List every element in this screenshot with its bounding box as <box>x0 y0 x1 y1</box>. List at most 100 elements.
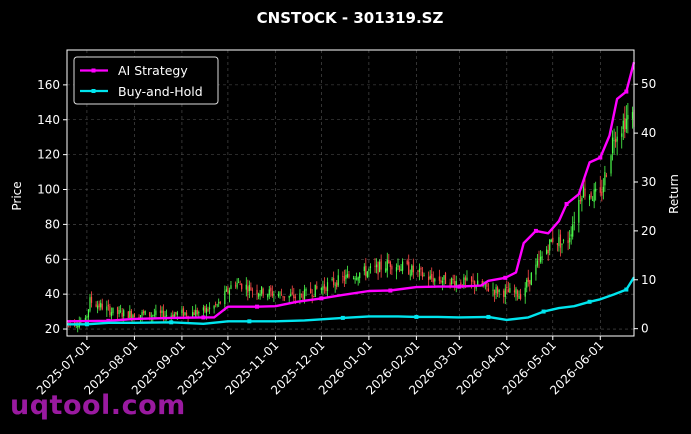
candle-body <box>345 275 347 280</box>
candle-body <box>582 186 585 198</box>
candle-body <box>552 237 554 242</box>
legend-bh-label: Buy-and-Hold <box>118 84 203 99</box>
candle-body <box>130 310 132 319</box>
candle-body <box>359 272 361 279</box>
y2-axis-label: Return <box>667 174 681 214</box>
candle-body <box>529 280 531 284</box>
candle-body <box>610 155 612 174</box>
candle-body <box>406 260 408 265</box>
candle-body <box>357 277 359 281</box>
y-tick-label: 80 <box>45 217 60 231</box>
legend-bh-marker <box>91 89 96 93</box>
candle-body <box>271 291 273 296</box>
candle-body <box>320 287 322 290</box>
candle-body <box>443 275 445 280</box>
candle-body <box>313 295 315 297</box>
candle-body <box>604 171 606 186</box>
candle-body <box>185 312 188 316</box>
candle-body <box>245 284 247 290</box>
candle-body <box>578 200 580 223</box>
candle-body <box>97 305 99 309</box>
series-marker <box>388 288 393 293</box>
candle-body <box>139 315 142 319</box>
candle-body <box>449 282 451 287</box>
y2-tick-label: 20 <box>641 224 656 238</box>
candle-body <box>454 280 456 287</box>
candle-body <box>150 315 152 317</box>
candle-body <box>225 289 227 292</box>
candle-body <box>77 325 79 327</box>
candle-body <box>486 281 488 287</box>
candle-body <box>236 282 238 288</box>
candle-body <box>497 287 499 294</box>
candle-body <box>493 290 496 295</box>
candle-body <box>441 280 444 283</box>
y2-tick-label: 30 <box>641 175 656 189</box>
candle-body <box>109 306 111 315</box>
candle-body <box>162 310 165 319</box>
candle-body <box>400 269 402 272</box>
candle-body <box>302 294 304 300</box>
candle-body <box>118 309 120 315</box>
candle-body <box>256 289 258 295</box>
series-marker <box>201 315 206 320</box>
candle-body <box>434 278 436 282</box>
candle-body <box>325 287 327 292</box>
candle-body <box>477 280 479 287</box>
candle-body <box>541 256 543 259</box>
candle-body <box>326 282 329 292</box>
candle-body <box>601 191 603 196</box>
plot-frame <box>66 49 635 337</box>
candle-body <box>558 237 560 247</box>
series-marker <box>457 284 462 289</box>
candle-body <box>397 265 399 267</box>
y-axis-label: Price <box>10 181 24 210</box>
candle-body <box>110 312 113 317</box>
candle-body <box>204 306 206 312</box>
candle-body <box>526 279 528 288</box>
candle-body <box>579 200 581 202</box>
candle-body <box>227 287 229 293</box>
candle-body <box>504 288 506 297</box>
candle-body <box>363 266 365 272</box>
series-marker <box>598 155 603 160</box>
candle-body <box>290 294 292 297</box>
candle-body <box>121 312 123 317</box>
series-marker <box>541 309 546 314</box>
candle-body <box>584 188 586 197</box>
candlesticks <box>66 98 635 333</box>
candle-body <box>431 273 433 279</box>
right-axis: 0 10 20 30 40 50 <box>634 77 656 336</box>
candle-body <box>267 294 269 298</box>
candle-body <box>213 305 215 309</box>
candle-body <box>527 277 529 282</box>
series-marker <box>340 315 345 320</box>
candle-body <box>561 243 563 245</box>
candle-body <box>388 260 390 264</box>
candle-body <box>354 278 356 280</box>
candle-body <box>506 286 508 289</box>
y2-tick-label: 10 <box>641 273 656 287</box>
candle-body <box>261 286 263 294</box>
candle-body <box>588 195 591 200</box>
candle-body <box>175 312 177 314</box>
candle-body <box>248 285 250 291</box>
series-marker <box>319 296 324 301</box>
candle-body <box>343 276 345 281</box>
candle-body <box>474 281 476 288</box>
candle-body <box>95 304 97 307</box>
candle-body <box>559 234 562 248</box>
candle-body <box>627 114 629 120</box>
candle-body <box>452 279 454 280</box>
candle-body <box>423 275 425 276</box>
candle-body <box>337 275 339 286</box>
candle-body <box>273 294 275 296</box>
candle-body <box>251 289 254 291</box>
y2-tick-label: 40 <box>641 126 656 140</box>
candle-body <box>549 239 551 251</box>
candle-body <box>250 287 252 291</box>
candle-body <box>89 297 91 311</box>
candle-body <box>368 269 370 271</box>
candle-body <box>112 307 114 314</box>
y-tick-label: 40 <box>45 287 60 301</box>
